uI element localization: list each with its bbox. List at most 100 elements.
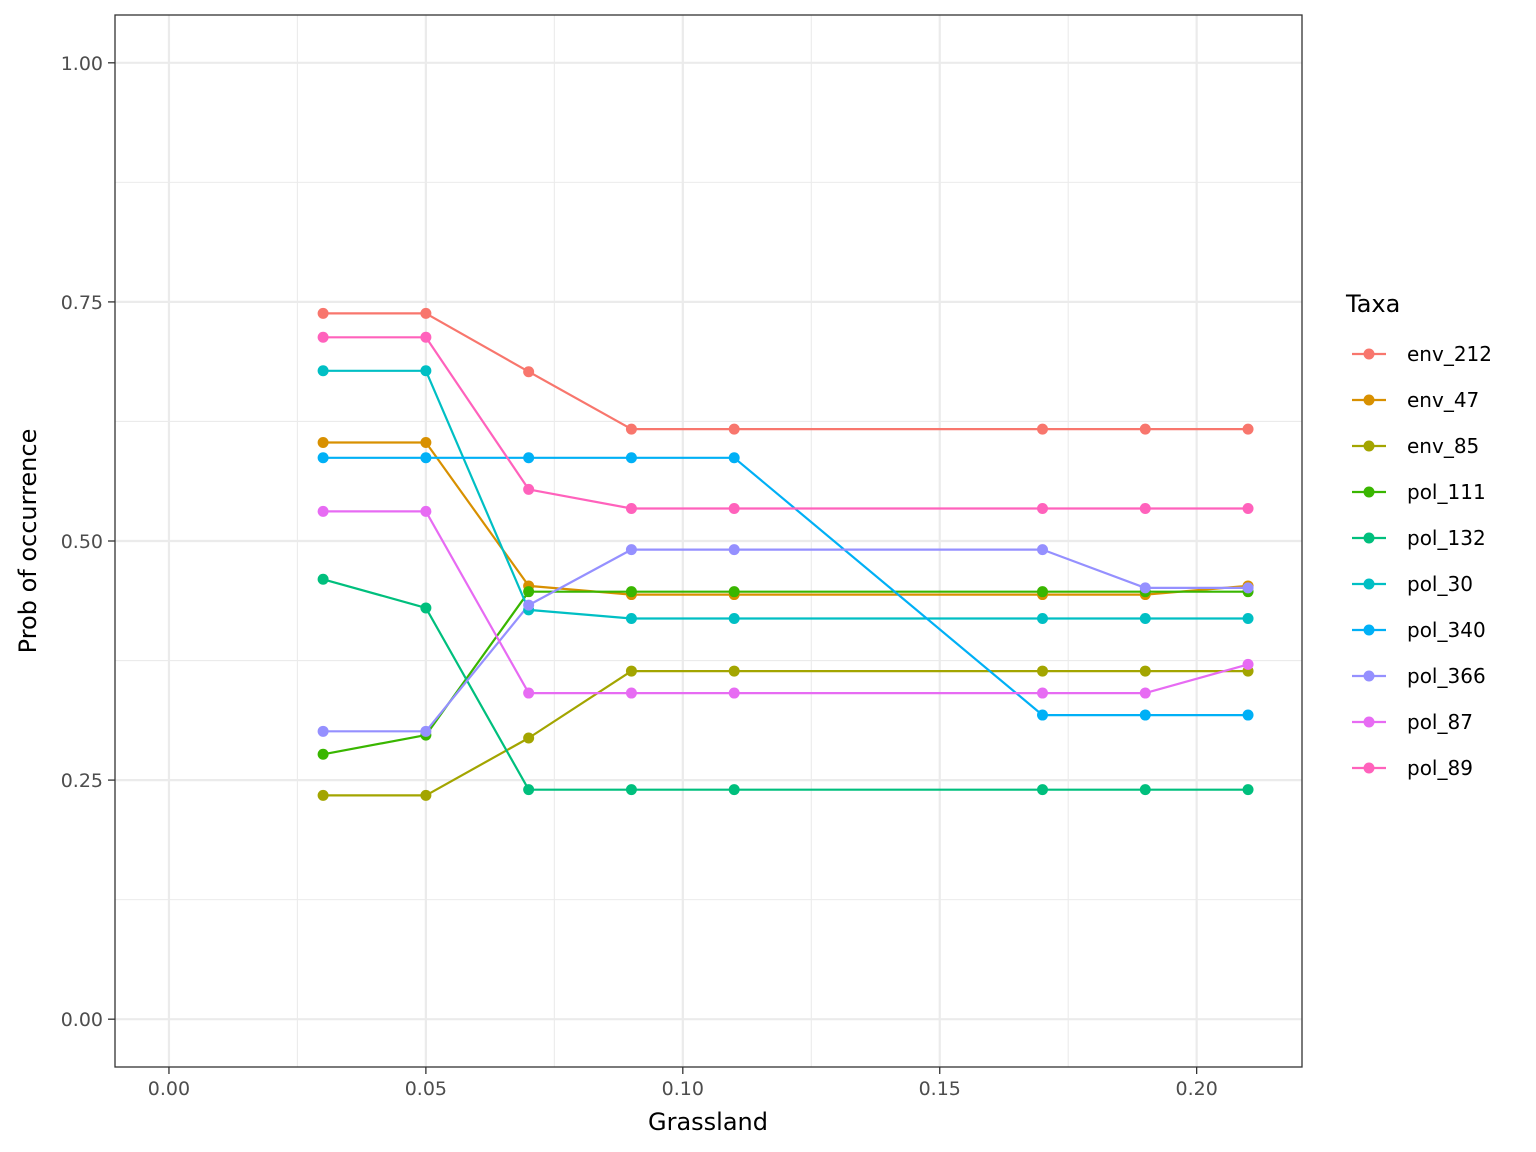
data-point-env_85 (317, 789, 329, 801)
series-line-pol_340 (323, 456, 1248, 717)
data-point-env_212 (523, 366, 535, 378)
data-point-pol_111 (1037, 586, 1049, 598)
data-point-pol_87 (1139, 687, 1151, 699)
data-point-pol_89 (1242, 502, 1254, 514)
legend-key-point (1363, 532, 1375, 544)
legend-label: env_212 (1407, 342, 1492, 366)
series-line-pol_132 (322, 578, 1248, 791)
legend-label: pol_87 (1407, 710, 1473, 734)
data-point-pol_340 (1242, 709, 1254, 721)
y-axis-title: Prob of occurrence (14, 429, 42, 654)
data-point-env_212 (625, 423, 637, 435)
data-point-pol_111 (523, 586, 535, 598)
data-point-env_212 (728, 423, 740, 435)
data-point-env_212 (1139, 423, 1151, 435)
legend-label: env_85 (1407, 434, 1479, 458)
data-point-pol_89 (1037, 502, 1049, 514)
data-point-pol_89 (317, 331, 329, 343)
data-point-pol_132 (728, 784, 740, 796)
data-point-pol_340 (625, 452, 637, 464)
data-point-pol_366 (523, 599, 535, 611)
data-point-pol_30 (625, 612, 637, 624)
data-point-pol_366 (728, 544, 740, 556)
data-point-env_47 (420, 436, 432, 448)
data-point-pol_132 (1037, 784, 1049, 796)
legend-key-point (1363, 762, 1375, 774)
y-tick-label: 1.00 (61, 53, 103, 75)
legend-key-point (1363, 394, 1375, 406)
data-point-pol_30 (728, 612, 740, 624)
data-point-env_47 (317, 436, 329, 448)
legend-key-point (1363, 440, 1375, 452)
grid-major (115, 15, 1302, 1067)
data-point-pol_30 (420, 365, 432, 377)
legend-label: pol_132 (1407, 526, 1486, 550)
y-tick-label: 0.00 (61, 1009, 103, 1031)
data-point-env_212 (1242, 423, 1254, 435)
legend-title: Taxa (1345, 290, 1400, 318)
data-point-env_85 (625, 665, 637, 677)
data-point-pol_340 (728, 452, 740, 464)
data-point-pol_87 (1242, 658, 1254, 670)
data-point-pol_366 (1139, 582, 1151, 594)
data-point-pol_111 (728, 586, 740, 598)
data-point-pol_340 (1139, 709, 1151, 721)
series-line-env_85 (323, 669, 1248, 797)
data-point-pol_30 (1242, 612, 1254, 624)
data-point-pol_89 (420, 331, 432, 343)
y-tick-label: 0.50 (61, 531, 103, 553)
series-line-pol_366 (323, 548, 1248, 733)
legend-item-env_47: env_47 (1352, 388, 1479, 412)
legend-item-pol_30: pol_30 (1352, 572, 1473, 596)
series-line-pol_30 (323, 369, 1248, 620)
series-line-pol_87 (323, 510, 1249, 695)
legend-item-pol_111: pol_111 (1352, 480, 1486, 504)
legend-label: pol_366 (1407, 664, 1486, 688)
data-point-pol_366 (420, 725, 432, 737)
data-point-pol_340 (523, 452, 535, 464)
legend: Taxa env_212 env_47 env_85 pol_111 pol_132po… (1345, 290, 1492, 780)
series-line-env_212 (323, 312, 1248, 431)
y-tick-label: 0.25 (61, 770, 103, 792)
data-point-env_85 (728, 665, 740, 677)
x-tick-label: 0.20 (1176, 1078, 1218, 1100)
data-point-env_85 (420, 789, 432, 801)
legend-item-pol_366: pol_366 (1352, 664, 1486, 688)
legend-item-env_85: env_85 (1352, 434, 1479, 458)
data-point-pol_30 (1139, 612, 1151, 624)
data-point-env_212 (420, 307, 432, 319)
data-point-pol_30 (317, 365, 329, 377)
legend-key-point (1363, 486, 1375, 498)
data-point-pol_132 (1242, 784, 1254, 796)
legend-label: pol_340 (1407, 618, 1486, 642)
data-point-pol_340 (1037, 709, 1049, 721)
legend-label: pol_30 (1407, 572, 1473, 596)
data-point-pol_366 (625, 544, 637, 556)
data-point-env_212 (317, 307, 329, 319)
legend-label: pol_111 (1407, 480, 1486, 504)
legend-item-pol_87: pol_87 (1352, 710, 1473, 734)
data-point-env_85 (1037, 665, 1049, 677)
data-point-pol_89 (523, 483, 535, 495)
data-point-pol_87 (625, 687, 637, 699)
data-point-pol_132 (625, 784, 637, 796)
series-line-env_47 (323, 441, 1249, 596)
data-point-pol_87 (728, 687, 740, 699)
series-lines (322, 312, 1249, 797)
legend-label: env_47 (1407, 388, 1479, 412)
legend-label: pol_89 (1407, 756, 1473, 780)
y-tick-label: 0.75 (61, 292, 103, 314)
data-point-pol_111 (625, 586, 637, 598)
x-tick-label: 0.00 (148, 1078, 190, 1100)
x-axis-title: Grassland (648, 1108, 768, 1136)
data-point-pol_132 (1139, 784, 1151, 796)
x-tick-label: 0.15 (919, 1078, 961, 1100)
legend-key-point (1363, 670, 1375, 682)
data-point-pol_340 (420, 452, 432, 464)
data-point-pol_30 (1037, 612, 1049, 624)
data-point-pol_366 (1242, 582, 1254, 594)
data-point-pol_111 (317, 748, 329, 760)
data-point-pol_132 (523, 784, 535, 796)
legend-item-pol_89: pol_89 (1352, 756, 1473, 780)
